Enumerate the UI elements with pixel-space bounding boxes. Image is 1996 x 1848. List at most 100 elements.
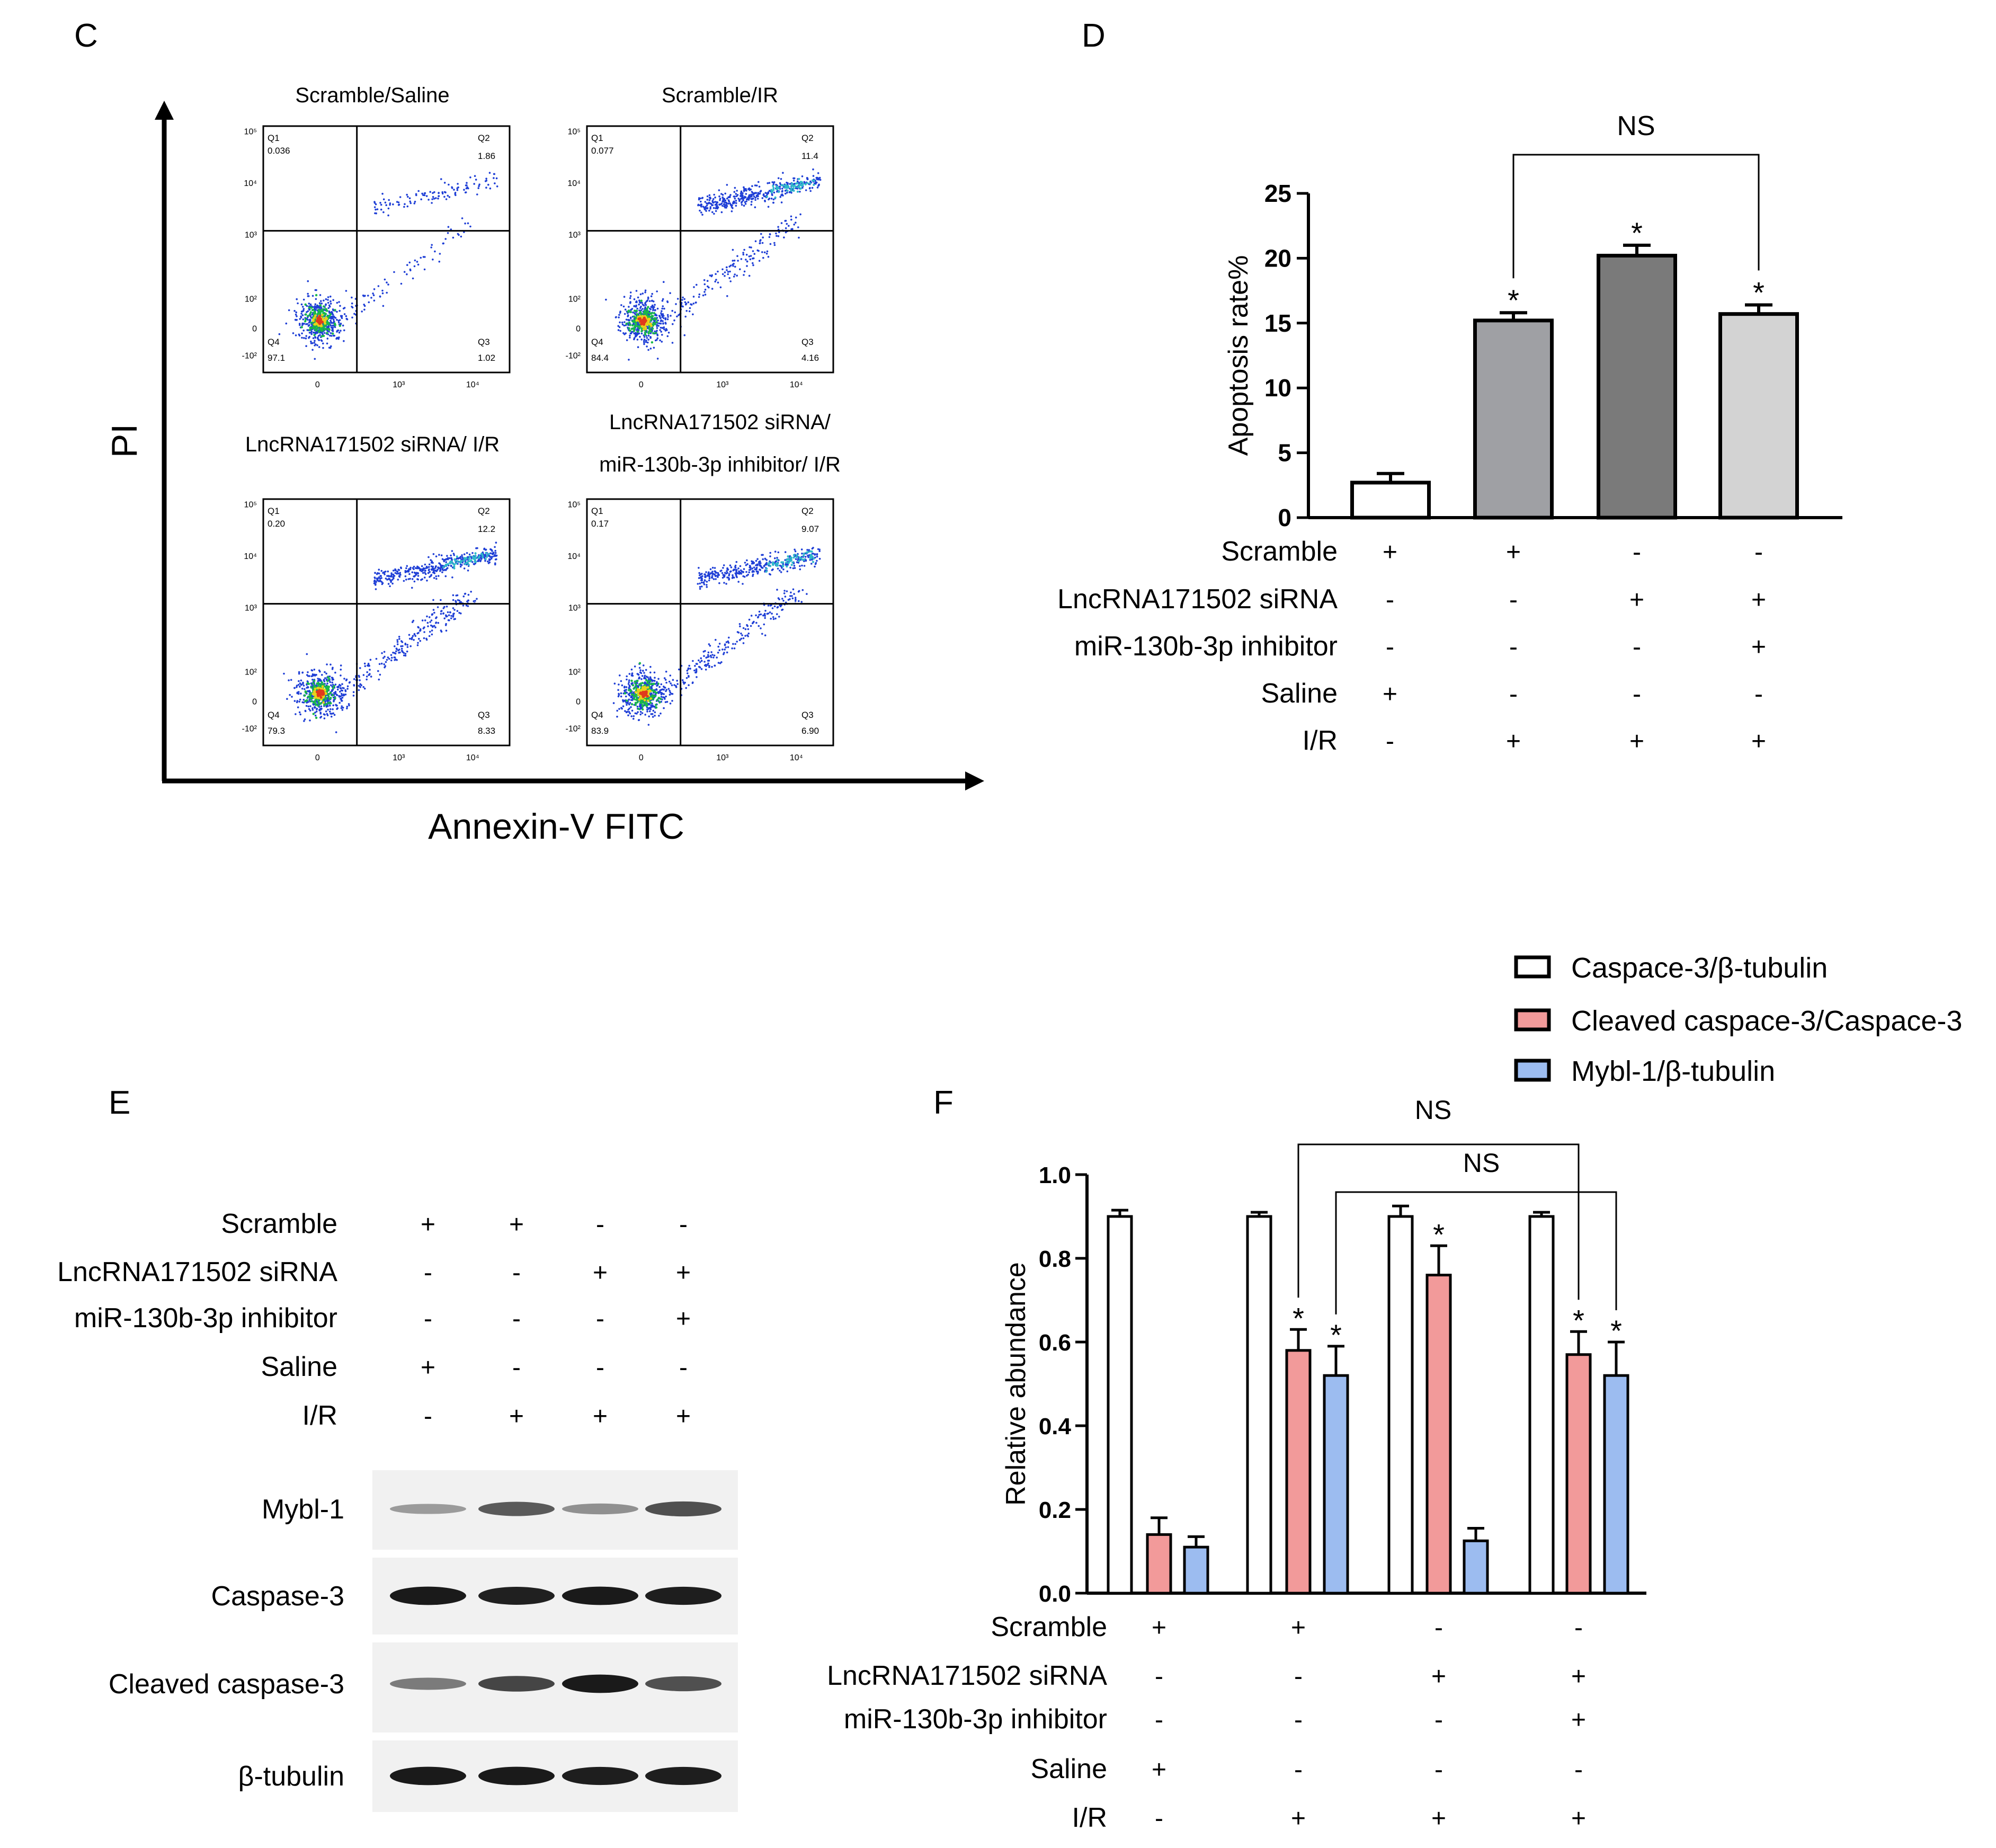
flow-event [742, 252, 744, 254]
flow-y-tick: -10² [242, 724, 257, 733]
flow-event [795, 185, 797, 188]
flow-event [320, 303, 323, 305]
flow-event [645, 304, 647, 306]
flow-event [651, 292, 653, 295]
flow-event [304, 710, 307, 713]
flow-event [740, 632, 742, 635]
flow-event [637, 711, 639, 713]
flow-event [467, 222, 469, 225]
flow-event [447, 611, 449, 614]
flow-event [283, 672, 285, 675]
flow-event [724, 644, 726, 646]
flow-event [334, 692, 336, 695]
flow-event [319, 304, 322, 307]
flow-event [628, 306, 630, 308]
flow-event [331, 689, 333, 691]
flow-event [301, 336, 303, 339]
flow-event [478, 185, 480, 188]
flow-event [712, 573, 715, 575]
flow-event [444, 191, 447, 194]
flow-event [653, 300, 655, 303]
flow-event [777, 235, 780, 237]
flow-event [623, 296, 626, 298]
flow-event [786, 565, 788, 568]
flow-event [739, 565, 742, 567]
flow-event [647, 676, 649, 679]
flow-event [717, 573, 720, 575]
flow-event [634, 691, 637, 694]
flow-event [732, 574, 734, 576]
flow-event [430, 246, 432, 248]
flow-event [785, 227, 787, 229]
flow-event [293, 310, 296, 312]
flow-event [755, 567, 758, 570]
q3-value: 1.02 [478, 353, 495, 363]
flow-event [302, 685, 305, 687]
flow-event [329, 702, 332, 705]
flow-event [386, 281, 388, 283]
flow-event [329, 332, 332, 334]
flow-event [300, 692, 302, 695]
q1-label: Q1 [268, 133, 280, 143]
flow-event [781, 190, 783, 192]
flow-event [649, 678, 652, 680]
flow-event [641, 704, 644, 707]
flow-event [486, 555, 488, 557]
flow-event [751, 191, 753, 193]
flow-event [406, 565, 408, 567]
flow-event [332, 332, 334, 335]
flow-event [383, 651, 386, 653]
flow-event [384, 278, 386, 281]
flow-event [770, 618, 772, 620]
flow-event [413, 633, 416, 635]
flow-event [424, 256, 426, 258]
flow-event [466, 184, 468, 186]
flow-event [798, 177, 800, 180]
flow-event [651, 713, 654, 715]
flow-event [375, 581, 377, 583]
flow-event [734, 564, 737, 567]
flow-event [661, 299, 664, 302]
flow-event [317, 308, 320, 312]
flow-event [804, 556, 807, 558]
flow-event [634, 309, 636, 312]
flow-event [696, 663, 698, 665]
flow-event [724, 199, 727, 202]
flow-event [692, 296, 695, 298]
flow-event [777, 177, 780, 180]
flow-event [742, 571, 744, 573]
flow-event [632, 315, 636, 318]
flow-event [417, 578, 419, 581]
flow-event [724, 275, 726, 277]
flow-event [435, 575, 438, 578]
flow-event [648, 326, 651, 330]
flow-event [428, 635, 431, 637]
flow-event [792, 554, 795, 556]
flow-event [706, 586, 708, 588]
flow-event [645, 679, 648, 681]
flow-event [301, 322, 304, 325]
flow-event [425, 565, 428, 568]
flow-event [376, 573, 378, 575]
flow-event [293, 700, 296, 702]
flow-event [452, 616, 455, 618]
flow-event [368, 301, 370, 304]
flow-event [791, 597, 794, 600]
flow-event [644, 333, 647, 336]
flow-event [324, 318, 326, 321]
q1-value: 0.077 [591, 146, 614, 156]
flow-event [726, 295, 728, 297]
flow-event [701, 214, 703, 216]
flow-event [640, 339, 643, 341]
flow-event [494, 549, 496, 552]
flow-event [320, 681, 324, 684]
flow-event [397, 201, 400, 203]
flow-event [740, 573, 743, 575]
flow-event [656, 307, 659, 310]
flow-event [740, 190, 743, 193]
flow-event [368, 664, 370, 667]
flow-event [647, 724, 650, 726]
flow-event [780, 184, 783, 186]
flow-event [316, 708, 318, 710]
flow-event [715, 273, 717, 275]
